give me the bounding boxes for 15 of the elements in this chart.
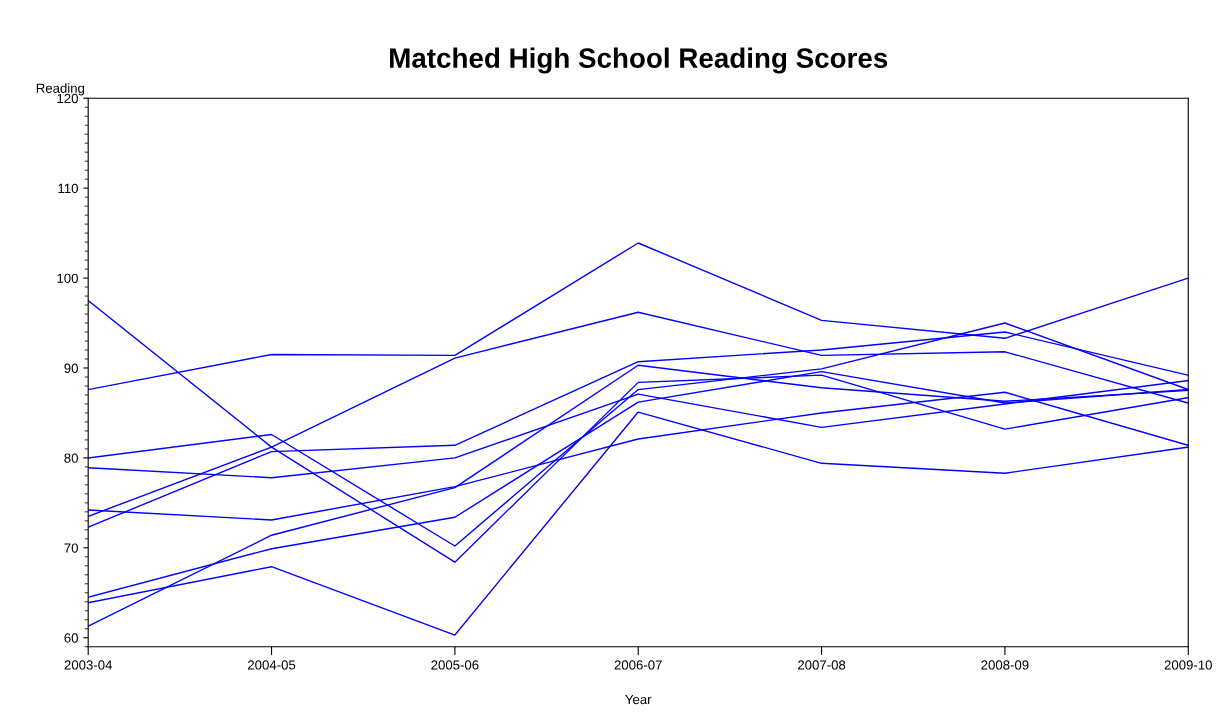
x-tick-label: 2004-05 [248, 660, 296, 670]
x-tick-label: 2007-08 [798, 660, 846, 670]
x-tick-label: 2005-06 [431, 660, 479, 670]
y-tick-label: 100 [57, 273, 78, 283]
y-tick-label: 110 [58, 183, 78, 194]
y-tick-label: 90 [64, 363, 78, 373]
chart-title: Matched High School Reading Scores [390, 47, 888, 74]
x-tick-label: 2003-04 [64, 660, 113, 670]
x-tick-label: 2008-09 [981, 660, 1029, 670]
x-tick-label: 2009-10 [1164, 660, 1212, 670]
x-axis-title: Year [625, 694, 652, 705]
y-tick-label: 80 [64, 453, 78, 463]
y-tick-label: 70 [64, 543, 78, 553]
y-tick-label: 60 [64, 633, 78, 643]
x-tick-label: 2006-07 [614, 660, 662, 670]
